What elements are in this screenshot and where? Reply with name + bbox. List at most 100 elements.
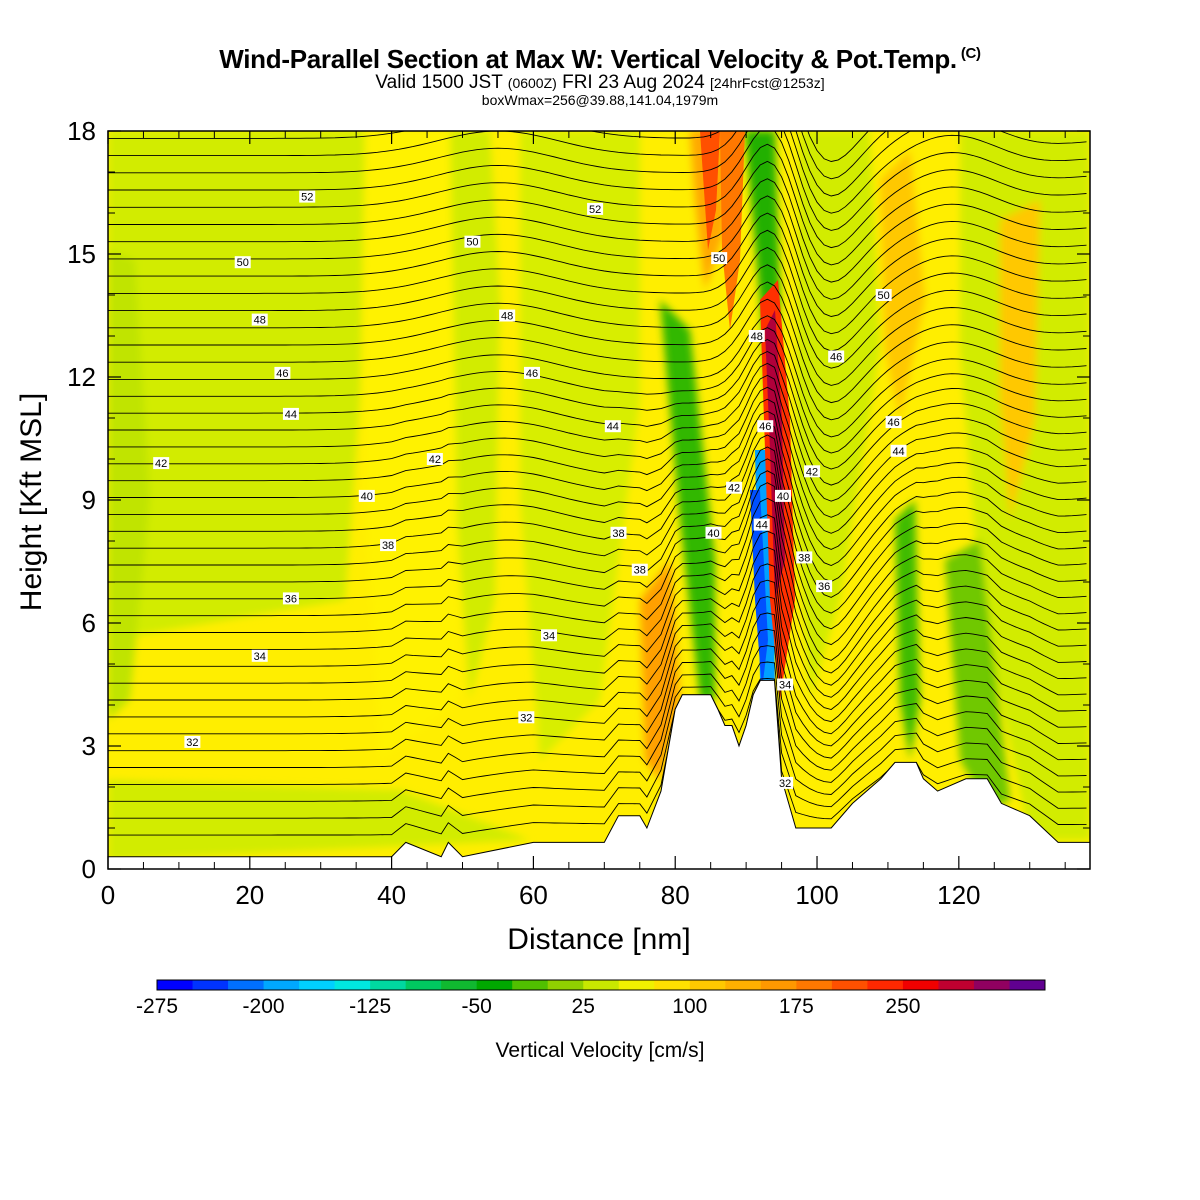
contour-label-box — [523, 366, 540, 379]
colorbar-swatch — [796, 980, 833, 990]
isentrope-line — [108, 315, 1087, 438]
contour-label-box — [890, 444, 907, 457]
updraft-core — [700, 131, 720, 250]
isentrope-line — [108, 131, 1087, 214]
isentrope-line — [108, 482, 1087, 661]
valid-utc: (0600Z) — [507, 75, 557, 91]
contour-label-box — [748, 330, 765, 342]
colorbar-swatch — [867, 980, 904, 990]
y-tick-label: 3 — [82, 731, 96, 761]
isentrope-line — [108, 131, 1087, 249]
contour-label-box — [777, 776, 794, 789]
colorbar-title: Vertical Velocity [cm/s] — [496, 1039, 705, 1062]
contour-label: 38 — [634, 565, 646, 577]
contour-label: 40 — [361, 491, 373, 503]
isentrope-line — [108, 398, 1087, 550]
isentrope-line — [108, 628, 1087, 771]
isentrope-line — [108, 470, 1087, 646]
contour-label-box — [184, 735, 201, 748]
chart-title: Wind-Parallel Section at Max W: Vertical… — [0, 44, 1200, 75]
colorbar-swatch — [831, 980, 868, 990]
colorbar-swatch — [228, 980, 265, 990]
isentrope-line — [108, 338, 1087, 470]
y-tick-label: 18 — [67, 116, 96, 146]
colorbar-swatch — [583, 980, 620, 990]
contour-label-box — [885, 416, 902, 429]
contour-label-box — [757, 420, 774, 433]
contour-label: 52 — [589, 204, 601, 216]
contour-label: 38 — [798, 552, 810, 564]
contour-label-box — [274, 366, 291, 379]
contour-label-box — [705, 526, 722, 539]
contour-label-box — [726, 481, 743, 494]
velocity-region — [960, 131, 1090, 840]
colorbar-swatch — [973, 980, 1010, 990]
isentrope-line — [108, 160, 1087, 283]
isentrope-line — [108, 677, 1087, 819]
contour-label-box — [796, 551, 813, 564]
contour-label: 44 — [607, 421, 619, 433]
contour-label-box — [251, 313, 268, 326]
x-axis-title: Distance [nm] — [507, 923, 690, 956]
colorbar-swatch — [547, 980, 584, 990]
chart-title-text: Wind-Parallel Section at Max W: Vertical… — [219, 44, 957, 74]
valid-date: FRI 23 Aug 2024 — [562, 72, 705, 93]
colorbar-swatch — [405, 980, 442, 990]
contour-label-box — [604, 420, 621, 433]
isentrope-line — [108, 131, 1087, 231]
colorbar-swatch — [512, 980, 549, 990]
isentrope-line — [108, 362, 1087, 502]
y-tick-label: 12 — [67, 362, 96, 392]
contour-label: 34 — [254, 651, 266, 663]
isentrope-line — [108, 563, 1087, 723]
isentrope-line — [108, 579, 1087, 735]
contour-label-box — [711, 252, 728, 265]
colorbar-swatch — [1009, 980, 1046, 990]
isentrope-line — [108, 679, 1087, 836]
velocity-region — [450, 131, 500, 700]
contour-label-box — [631, 563, 648, 576]
contour-label: 42 — [155, 458, 167, 470]
isentrope-line — [108, 281, 1087, 404]
contour-label: 44 — [285, 409, 297, 421]
contour-label-box — [380, 539, 397, 552]
contour-label-box — [587, 202, 604, 215]
isentrope-line — [108, 350, 1087, 486]
contour-label-box — [610, 526, 627, 539]
isentrope-line — [108, 298, 1087, 421]
isentrope-line — [108, 131, 1087, 197]
contour-label-box — [464, 235, 481, 248]
colorbar-swatch — [760, 980, 797, 990]
isentrope-line — [108, 410, 1087, 566]
contour-label: 46 — [526, 368, 538, 380]
contour-label: 34 — [779, 680, 791, 692]
isentrope-line — [108, 530, 1087, 698]
velocity-region — [795, 131, 880, 700]
x-tick-label: 0 — [101, 880, 115, 910]
contour-label: 40 — [777, 491, 789, 503]
contour-label-box — [875, 289, 892, 301]
contour-label-box — [816, 580, 833, 593]
x-tick-label: 80 — [661, 880, 690, 910]
y-tick-label: 9 — [82, 485, 96, 515]
x-tick-label: 60 — [519, 880, 548, 910]
velocity-region — [945, 540, 1010, 810]
isentrope-line — [108, 212, 1087, 335]
potential-temperature-contours — [108, 131, 1087, 836]
colorbar-swatch — [938, 980, 975, 990]
valid-prefix: Valid 1500 JST — [375, 72, 503, 93]
contour-label: 48 — [254, 315, 266, 327]
colorbar: -275 -200 -125 -50 25 100 175 250 — [136, 979, 1046, 1018]
isentrope-line — [108, 195, 1087, 317]
contour-label: 42 — [429, 454, 441, 466]
velocity-region — [108, 250, 150, 720]
colorbar-swatch — [263, 980, 300, 990]
y-axis-title: Height [Kft MSL] — [15, 393, 48, 611]
isentrope-line — [108, 422, 1087, 582]
y-tick-label: 15 — [67, 239, 96, 269]
contour-label-box — [251, 649, 268, 662]
isentrope-line — [108, 246, 1087, 369]
contour-label-box — [753, 518, 770, 531]
contour-label-box — [282, 592, 299, 605]
terrain — [107, 679, 1091, 870]
